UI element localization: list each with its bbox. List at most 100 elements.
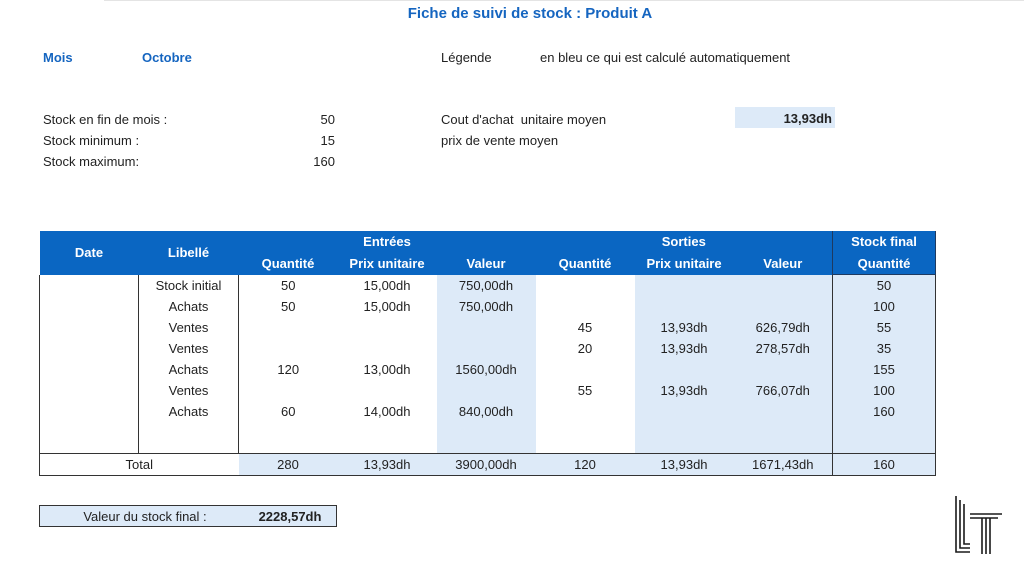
table-total-row: Total 280 13,93dh 3900,00dh 120 13,93dh … (39, 453, 937, 476)
table-row-empty (39, 422, 937, 454)
cell-entree-val (436, 380, 536, 401)
cell-sortie-pu (634, 296, 734, 317)
stock-end-value: 50 (320, 112, 335, 127)
avg-sale-label: prix de vente moyen (441, 133, 559, 148)
cell-entree-qty: 120 (277, 362, 300, 377)
stock-table: Date Libellé Entrées Sorties Stock final… (39, 231, 937, 476)
final-value-box (39, 505, 337, 527)
cell-sortie-pu: 13,93dh (634, 317, 734, 338)
cell-libelle: Achats (138, 359, 239, 380)
cell-sortie-pu: 13,93dh (634, 338, 734, 359)
header-libelle: Libellé (138, 231, 239, 275)
header-date: Date (39, 231, 139, 275)
cell-date (39, 401, 139, 422)
cell-sortie-qty (536, 401, 635, 422)
header-entrees-valeur: Valeur (436, 252, 536, 275)
cell-libelle: Ventes (138, 317, 239, 338)
cell-sortie-qty (536, 296, 635, 317)
cell-sortie-val (733, 296, 833, 317)
stock-min-value: 15 (320, 133, 335, 148)
cell-libelle: Achats (138, 401, 239, 422)
cell-entree-qty: 50 (281, 299, 296, 314)
cell-date (39, 296, 139, 317)
header-entrees-prix: Prix unitaire (337, 252, 437, 275)
cell-entree-qty (239, 380, 338, 401)
cell-entree-qty (239, 317, 338, 338)
cell-stock-final: 100 (832, 380, 937, 401)
cell-sortie-val: 766,07dh (733, 380, 833, 401)
cell-entree-qty (239, 338, 338, 359)
stock-max-value: 160 (313, 154, 335, 169)
total-stock-final: 160 (832, 453, 937, 476)
stock-max-label: Stock maximum: (43, 154, 140, 169)
cell-entree-pu (338, 380, 437, 401)
avg-cost-value: 13,93dh (783, 111, 832, 126)
month-label: Mois (43, 50, 73, 65)
cell-libelle: Ventes (138, 338, 239, 359)
cell-stock-final: 55 (832, 317, 937, 338)
cell-libelle: Achats (138, 296, 239, 317)
total-entree-val: 3900,00dh (436, 453, 536, 476)
cell-sortie-val (733, 401, 833, 422)
header-stock-final: Stock final (832, 231, 937, 252)
total-sortie-pu: 13,93dh (634, 453, 734, 476)
cell-sortie-val (733, 359, 833, 380)
stock-end-label: Stock en fin de mois : (43, 112, 168, 127)
header-sorties-quantite: Quantité (535, 252, 635, 275)
cell-stock-final: 160 (832, 401, 937, 422)
cell-libelle: Stock initial (138, 274, 239, 296)
cell-sortie-pu (634, 359, 734, 380)
total-entree-pu: 13,93dh (337, 453, 437, 476)
cell-sortie-qty: 20 (577, 341, 593, 356)
table-row: Stock initial 50 15,00dh 750,00dh 50 (39, 274, 937, 296)
cell-sortie-val: 626,79dh (733, 317, 833, 338)
top-gridline (104, 0, 1024, 1)
cell-stock-final: 155 (832, 359, 937, 380)
final-value-label: Valeur du stock final : (83, 509, 207, 524)
total-entree-qty: 280 (238, 453, 338, 476)
header-sorties-prix: Prix unitaire (634, 252, 734, 275)
cell-sortie-pu (634, 274, 734, 296)
cell-entree-val: 750,00dh (436, 274, 536, 296)
cell-entree-val (436, 338, 536, 359)
cell-entree-pu: 15,00dh (363, 299, 411, 314)
cell-sortie-val: 278,57dh (733, 338, 833, 359)
table-row: Ventes 20 13,93dh 278,57dh 35 (39, 338, 937, 359)
cell-entree-val (436, 317, 536, 338)
table-row: Achats 50 15,00dh 750,00dh 100 (39, 296, 937, 317)
cell-date (39, 274, 139, 296)
table-row: Ventes 45 13,93dh 626,79dh 55 (39, 317, 937, 338)
month-value: Octobre (142, 50, 192, 65)
legend-text: en bleu ce qui est calculé automatiqueme… (540, 50, 791, 65)
cell-entree-val: 840,00dh (436, 401, 536, 422)
cell-libelle: Ventes (138, 380, 239, 401)
cell-date (39, 359, 139, 380)
avg-cost-label: Cout d'achat unitaire moyen (441, 112, 607, 127)
cell-sortie-qty (536, 359, 635, 380)
avg-cost-cell (735, 107, 835, 128)
cell-entree-pu: 14,00dh (363, 404, 411, 419)
table-row: Achats 60 14,00dh 840,00dh 160 (39, 401, 937, 422)
header-sorties-valeur: Valeur (733, 252, 833, 275)
cell-entree-qty: 60 (281, 404, 296, 419)
cell-entree-pu: 13,00dh (363, 362, 411, 377)
cell-date (39, 380, 139, 401)
cell-entree-val: 1560,00dh (436, 359, 536, 380)
cell-entree-pu: 15,00dh (363, 277, 411, 293)
cell-stock-final: 50 (832, 274, 937, 296)
legend-label: Légende (441, 50, 492, 65)
header-entrees: Entrées (238, 231, 536, 252)
cell-sortie-qty: 55 (577, 383, 593, 398)
total-sortie-val: 1671,43dh (733, 453, 833, 476)
cell-sortie-qty: 45 (577, 320, 593, 335)
header-stock-final-quantite: Quantité (832, 252, 937, 275)
cell-sortie-pu (634, 401, 734, 422)
cell-date (39, 338, 139, 359)
header-sorties: Sorties (535, 231, 833, 252)
cell-date (39, 317, 139, 338)
cell-entree-pu (338, 338, 437, 359)
cell-entree-qty: 50 (281, 277, 296, 293)
cell-stock-final: 100 (832, 296, 937, 317)
cell-stock-final: 35 (832, 338, 937, 359)
final-value: 2228,57dh (258, 509, 322, 524)
